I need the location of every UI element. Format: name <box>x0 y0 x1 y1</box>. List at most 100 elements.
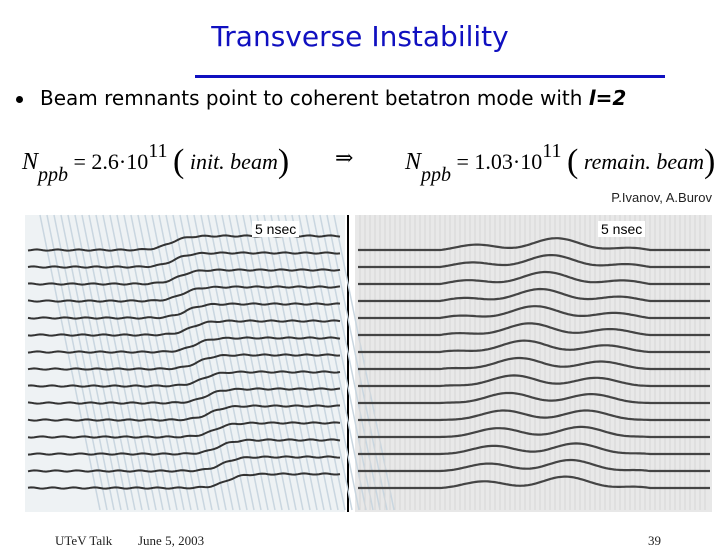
hatch <box>123 214 185 511</box>
trace <box>27 404 340 422</box>
footer-date: June 5, 2003 <box>138 533 205 548</box>
trace <box>27 438 341 456</box>
trace <box>358 391 710 405</box>
hatch <box>312 214 374 511</box>
trace <box>27 268 341 286</box>
trace <box>27 455 341 473</box>
trace <box>27 302 341 320</box>
hatch <box>88 214 150 511</box>
hatch <box>298 214 360 511</box>
hatch <box>130 214 192 511</box>
symbol: N <box>22 149 39 175</box>
hatch <box>235 214 297 511</box>
trace <box>358 442 710 456</box>
trace <box>358 305 710 320</box>
equals: = 1.03·10 <box>456 149 543 174</box>
footer-page: 39 <box>648 533 661 548</box>
trace <box>358 270 710 286</box>
hatch <box>67 214 129 511</box>
hatch <box>144 214 206 511</box>
hatch <box>256 214 318 511</box>
paren: ( <box>567 143 579 180</box>
trace <box>27 421 341 439</box>
symbol: N <box>405 149 422 175</box>
trace <box>358 374 710 388</box>
title-rule <box>195 75 665 78</box>
hatch <box>333 214 395 511</box>
equals: = 2.6·10 <box>73 149 149 174</box>
hatch <box>46 214 108 511</box>
trace <box>358 339 710 354</box>
hatch <box>270 214 332 511</box>
hatch <box>74 214 136 511</box>
trace <box>358 287 710 303</box>
trace <box>27 251 341 269</box>
hatch <box>193 214 255 511</box>
hatch <box>186 214 248 511</box>
subscript: ppb <box>421 164 452 186</box>
hatch <box>200 214 262 511</box>
trace <box>358 254 710 269</box>
hatch <box>326 214 388 511</box>
subscript: ppb <box>38 164 69 186</box>
hatch <box>277 214 339 511</box>
bullet: Beam remnants point to coherent betatron… <box>40 86 626 110</box>
arrow: ⇒ <box>335 146 354 171</box>
trace <box>358 409 710 422</box>
hatch <box>263 214 325 511</box>
trace <box>358 322 710 337</box>
bullet-dot <box>16 96 23 103</box>
hatch <box>284 214 346 511</box>
trace <box>358 237 710 252</box>
trace <box>27 285 341 303</box>
hatch <box>291 214 353 511</box>
bullet-text: Beam remnants point to coherent betatron… <box>40 86 589 110</box>
hatch <box>102 214 164 511</box>
hatch <box>305 214 367 511</box>
trace <box>27 387 341 405</box>
hatch <box>158 214 220 511</box>
bullet-emph: l=2 <box>588 86 627 110</box>
exponent: 11 <box>542 140 562 162</box>
right-waterfall <box>358 215 710 510</box>
hatch <box>109 214 171 511</box>
hatch <box>137 214 199 511</box>
left-image-bg <box>25 215 345 512</box>
hatch <box>53 214 115 511</box>
slide-title: Transverse Instability <box>211 20 509 53</box>
hatch <box>207 214 269 511</box>
trace <box>358 475 710 490</box>
paren: ) <box>704 143 716 180</box>
hatch <box>95 214 157 511</box>
hatch <box>221 214 283 511</box>
credit: P.Ivanov, A.Burov <box>611 190 712 205</box>
trace <box>27 319 341 337</box>
trace <box>27 353 341 371</box>
hatch <box>116 214 178 511</box>
hatch <box>172 214 234 511</box>
footer-talk: UTeV Talk <box>55 533 113 548</box>
trace <box>358 458 710 473</box>
paren: ) <box>277 143 290 180</box>
hatch <box>242 214 304 511</box>
right-image-label: 5 nsec <box>598 221 646 237</box>
hatch <box>60 214 122 511</box>
formula-right: Nppb = 1.03·1011 ( remain. beam) <box>405 140 716 186</box>
exponent: 11 <box>148 140 168 162</box>
paren: ( <box>173 143 185 180</box>
trace <box>27 336 341 354</box>
trace <box>358 356 710 371</box>
trace <box>27 370 341 388</box>
left-image-label: 5 nsec <box>252 221 300 237</box>
trace <box>358 425 710 439</box>
formula-left: Nppb = 2.6·1011 ( init. beam) <box>22 140 290 186</box>
hatch <box>228 214 290 511</box>
hatch <box>249 214 311 511</box>
hatch <box>214 214 276 511</box>
trace <box>27 472 341 490</box>
hatch <box>81 214 143 511</box>
hatch <box>39 214 101 511</box>
label: init. beam <box>189 149 278 174</box>
